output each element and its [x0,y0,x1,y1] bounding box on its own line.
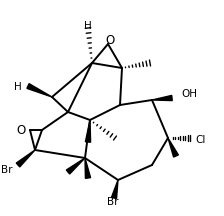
Polygon shape [152,95,172,101]
Text: O: O [105,35,115,48]
Polygon shape [16,150,35,167]
Text: O: O [17,124,26,137]
Text: H: H [14,82,22,92]
Text: H: H [84,21,92,31]
Polygon shape [27,84,52,97]
Text: Br: Br [107,197,119,207]
Polygon shape [85,120,90,142]
Polygon shape [85,158,90,178]
Polygon shape [168,138,178,157]
Polygon shape [66,158,85,174]
Text: Br: Br [0,165,12,175]
Text: Cl: Cl [195,135,205,145]
Text: OH: OH [181,89,197,99]
Polygon shape [112,180,118,199]
